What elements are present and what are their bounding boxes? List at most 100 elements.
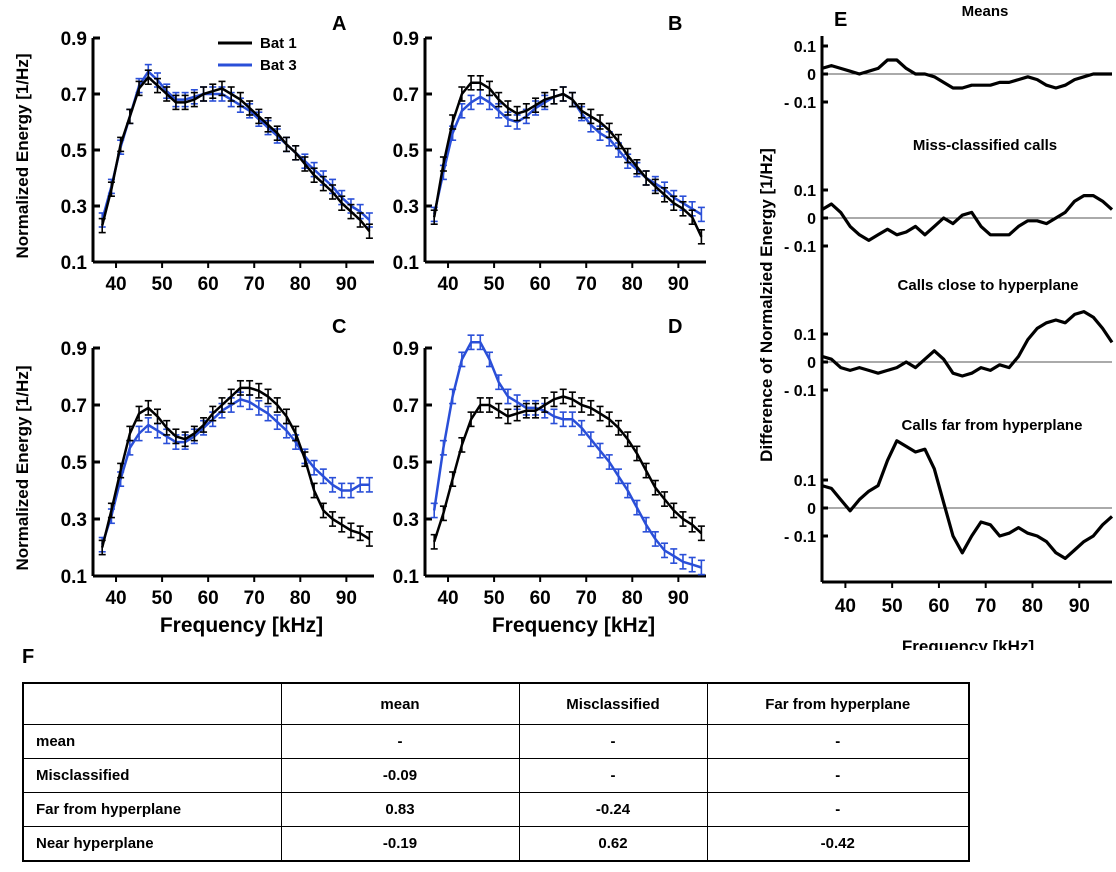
table-row: Misclassified -0.09 - -	[22, 758, 970, 793]
x-tick-label: 90	[1069, 596, 1090, 617]
y-tick-label: 0.5	[393, 141, 420, 162]
x-tick-label: 50	[882, 596, 903, 617]
x-tick-label: 80	[622, 588, 643, 609]
x-axis-label: Frequency [kHz]	[492, 614, 655, 637]
x-tick-label: 40	[105, 274, 126, 295]
subplot-title: Calls close to hyperplane	[898, 277, 1079, 294]
x-tick-label: 40	[437, 588, 458, 609]
series-bat-1	[98, 69, 373, 239]
subplot-2	[821, 188, 1114, 248]
y-axis-label: Normalized Energy [1/Hz]	[13, 54, 32, 259]
x-tick-label: 80	[290, 588, 311, 609]
chart-panel-b	[423, 36, 706, 268]
x-tick-label: 90	[668, 274, 689, 295]
x-tick-label: 50	[152, 588, 173, 609]
table-cell: -0.42	[706, 826, 970, 862]
y-tick-label: 0.1	[61, 253, 88, 274]
y-tick-label: - 0.1	[784, 383, 816, 400]
x-tick-label: 60	[928, 596, 949, 617]
table-cell: 0.83	[280, 792, 520, 827]
y-tick-label: 0	[807, 211, 816, 228]
x-tick-label: 70	[576, 588, 597, 609]
x-tick-label: 60	[198, 274, 219, 295]
y-tick-label: 0	[807, 67, 816, 84]
y-tick-label: 0.5	[393, 453, 420, 474]
x-axis-label: Frequency [kHz]	[160, 614, 323, 637]
table-header-cell: Far from hyperplane	[706, 682, 970, 725]
y-tick-label: 0.9	[61, 339, 87, 360]
x-tick-label: 90	[668, 588, 689, 609]
y-tick-label: 0.1	[794, 39, 816, 56]
y-tick-label: 0.1	[794, 183, 816, 200]
subplot-1	[821, 44, 1112, 104]
series-line	[100, 75, 371, 232]
table-cell: -0.24	[518, 792, 708, 827]
series-line	[821, 439, 1114, 561]
x-tick-label: 70	[244, 588, 265, 609]
table-cell: -	[518, 758, 708, 793]
panel-letter-c: C	[332, 316, 346, 338]
x-tick-label: 40	[437, 274, 458, 295]
series-bat-1	[430, 388, 705, 550]
x-tick-label: 70	[244, 274, 265, 295]
x-tick-label: 50	[484, 588, 505, 609]
y-tick-label: 0.7	[61, 396, 87, 417]
subplot-title: Miss-classified calls	[913, 137, 1057, 154]
x-tick-label: 60	[530, 588, 551, 609]
y-tick-label: 0.7	[61, 85, 87, 106]
x-tick-label: 80	[290, 274, 311, 295]
x-tick-label: 60	[198, 588, 219, 609]
correlation-table: mean Misclassified Far from hyperplane m…	[22, 682, 970, 862]
y-tick-label: - 0.1	[784, 529, 816, 546]
subplot-title: Means	[962, 3, 1009, 20]
table-header-cell: Misclassified	[518, 682, 708, 725]
chart-panel-c	[91, 346, 374, 582]
y-tick-label: - 0.1	[784, 95, 816, 112]
series-bat-3	[430, 334, 705, 576]
subplot-title: Calls far from hyperplane	[902, 417, 1083, 434]
x-tick-label: 40	[835, 596, 856, 617]
table-row: Far from hyperplane 0.83 -0.24 -	[22, 792, 970, 827]
table-header-cell	[22, 682, 282, 725]
table-cell: -	[706, 758, 970, 793]
y-tick-label: 0.3	[393, 197, 419, 218]
panel-letter-e: E	[834, 9, 847, 31]
x-tick-label: 90	[336, 274, 357, 295]
y-tick-label: 0.7	[393, 85, 419, 106]
y-tick-label: 0.1	[61, 567, 88, 588]
y-tick-label: - 0.1	[784, 239, 816, 256]
y-tick-label: 0.9	[393, 29, 419, 50]
y-tick-label: 0	[807, 501, 816, 518]
table-cell: -0.19	[280, 826, 520, 862]
series-line	[100, 70, 371, 221]
x-tick-label: 40	[105, 588, 126, 609]
x-axis-label: Frequency [kHz]	[902, 637, 1034, 650]
table-row: Near hyperplane -0.19 0.62 -0.42	[22, 826, 970, 862]
table-cell: 0.62	[518, 826, 708, 862]
x-tick-label: 90	[336, 588, 357, 609]
y-tick-label: 0.9	[393, 339, 419, 360]
y-tick-label: 0.1	[393, 567, 420, 588]
chart-panel-a	[91, 36, 374, 268]
series-line	[101, 398, 370, 545]
x-tick-label: 80	[622, 274, 643, 295]
series-line	[821, 310, 1114, 378]
x-tick-label: 80	[1022, 596, 1043, 617]
y-tick-label: 0	[807, 355, 816, 372]
x-tick-label: 70	[975, 596, 996, 617]
x-tick-label: 50	[484, 274, 505, 295]
table-row-label: mean	[22, 724, 282, 759]
y-tick-label: 0.3	[393, 510, 419, 531]
chart-panel-e	[820, 36, 1114, 588]
y-tick-label: 0.9	[61, 29, 87, 50]
table-cell: -	[518, 724, 708, 759]
table-cell: -0.09	[280, 758, 520, 793]
series-bat-1	[98, 379, 373, 556]
x-tick-label: 50	[152, 274, 173, 295]
chart-panel-d	[423, 334, 706, 582]
series-line	[821, 58, 1112, 90]
y-axis-label: Normalized Energy [1/Hz]	[13, 366, 32, 571]
y-tick-label: 0.5	[61, 453, 88, 474]
y-tick-label: 0.1	[794, 327, 816, 344]
table-row-label: Near hyperplane	[22, 826, 282, 862]
